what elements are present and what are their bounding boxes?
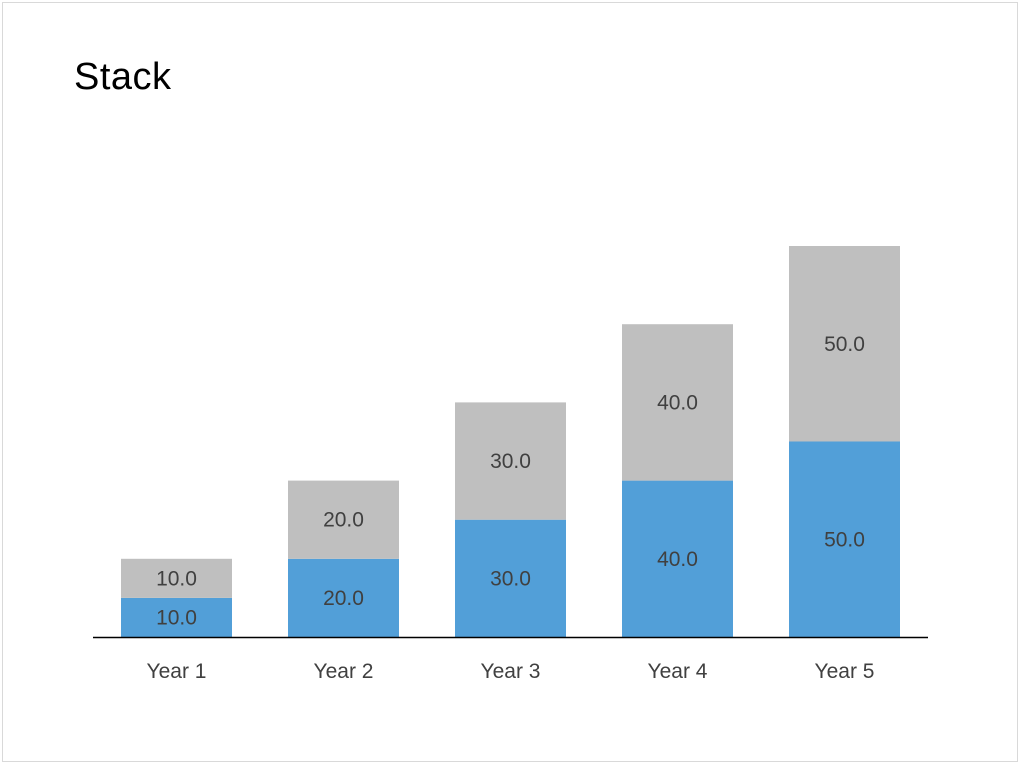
x-tick-labels-group: Year 1 Year 2 Year 3 Year 4 Year 5 [147, 660, 875, 683]
data-label-series2-1: 10.0 [156, 567, 197, 590]
bar-segment-series2-5 [789, 246, 900, 442]
data-labels-group: 10.0 10.0 20.0 20.0 30.0 30.0 40.0 40.0 50.0 50.0 [156, 333, 865, 630]
bar-segment-series2-3 [455, 402, 566, 520]
bar-segment-series1-4 [622, 480, 733, 637]
x-tick-label-5: Year 5 [815, 660, 875, 683]
bar-segment-series1-3 [455, 519, 566, 637]
data-label-series1-4: 40.0 [657, 548, 698, 571]
data-label-series1-2: 20.0 [323, 587, 364, 610]
bars-group [121, 246, 900, 637]
x-tick-label-1: Year 1 [147, 660, 207, 683]
data-label-series2-3: 30.0 [490, 450, 531, 473]
chart-title: Stack [74, 56, 172, 98]
bar-segment-series1-5 [789, 441, 900, 637]
data-label-series1-1: 10.0 [156, 606, 197, 629]
data-label-series1-5: 50.0 [824, 528, 865, 551]
bar-segment-series1-1 [121, 597, 232, 637]
bar-segment-series2-1 [121, 558, 232, 598]
x-tick-label-3: Year 3 [481, 660, 541, 683]
bar-segment-series2-2 [288, 480, 399, 559]
data-label-series2-5: 50.0 [824, 333, 865, 356]
x-tick-label-4: Year 4 [648, 660, 708, 683]
bar-segment-series2-4 [622, 324, 733, 481]
data-label-series1-3: 30.0 [490, 567, 531, 590]
x-tick-label-2: Year 2 [314, 660, 374, 683]
data-label-series2-4: 40.0 [657, 391, 698, 414]
data-label-series2-2: 20.0 [323, 509, 364, 532]
bar-segment-series1-2 [288, 558, 399, 637]
